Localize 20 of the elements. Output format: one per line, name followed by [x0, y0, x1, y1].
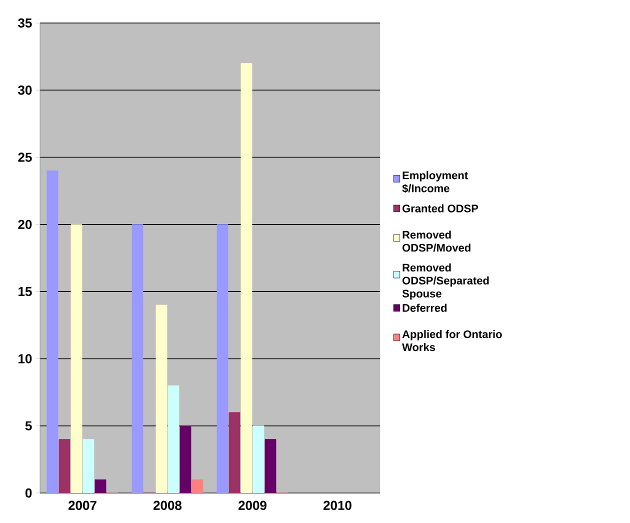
x-tick-label: 2010	[323, 500, 352, 510]
legend-label: Applied for Ontario Works	[402, 330, 502, 352]
x-tick-label: 2008	[153, 500, 182, 510]
y-tick-label: 5	[25, 421, 32, 430]
y-tick-label: 35	[18, 18, 32, 28]
y-tick-label: 0	[25, 488, 32, 498]
y-tick-label: 30	[18, 86, 32, 95]
y-tick-label: 10	[18, 354, 32, 364]
y-tick-label: 15	[18, 287, 32, 296]
bar	[58, 439, 70, 493]
legend-label: Removed ODSP/Separated Spouse	[402, 263, 489, 300]
x-tick-label: 2009	[238, 500, 266, 510]
y-tick-label: 25	[18, 152, 32, 162]
bar	[228, 412, 240, 493]
legend-label: Removed ODSP/Moved	[402, 230, 470, 252]
legend-label: Granted ODSP	[402, 204, 478, 212]
y-tick-label: 20	[18, 220, 32, 230]
legend-label: Deferred	[402, 304, 447, 312]
x-tick-label: 2007	[68, 500, 96, 510]
legend-label: Employment $/Income	[402, 171, 468, 193]
